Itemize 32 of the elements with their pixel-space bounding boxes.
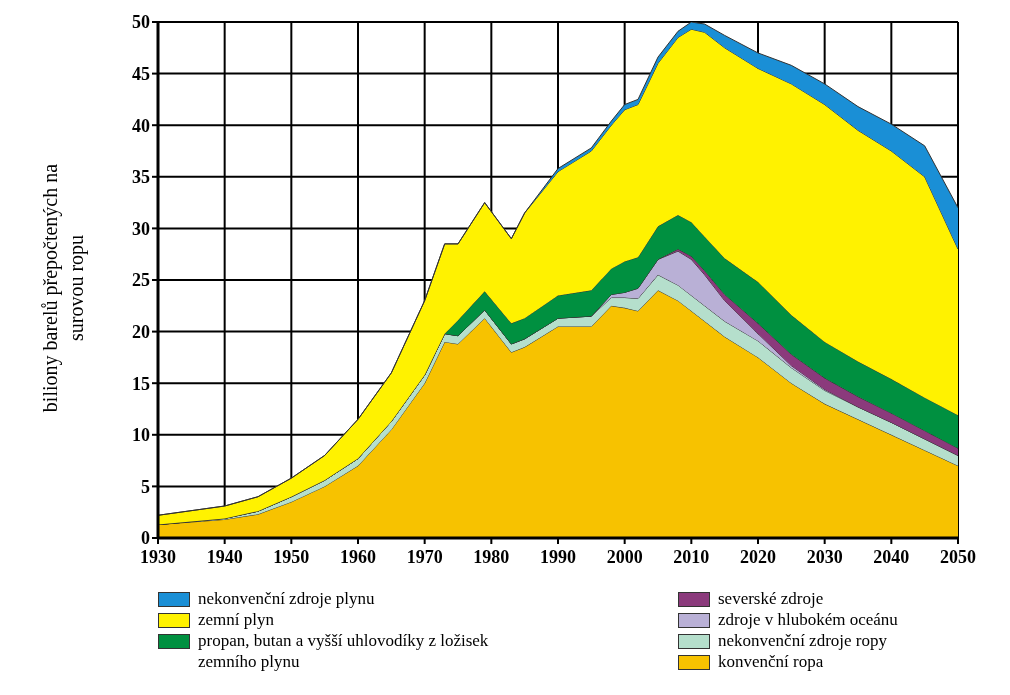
legend-label: nekonvenční zdroje ropy <box>718 630 888 651</box>
x-tick-label: 1990 <box>540 546 576 567</box>
y-tick-label: 25 <box>132 270 150 291</box>
x-tick-label: 2050 <box>940 546 976 567</box>
y-tick-label: 40 <box>132 115 150 136</box>
legend-label: nekonvenční zdroje plynu <box>198 588 376 609</box>
legend-label: konvenční ropa <box>718 651 825 672</box>
y-tick-label: 20 <box>132 321 150 342</box>
x-tick-label: 1970 <box>406 546 443 567</box>
y-tick-label: 5 <box>141 476 150 497</box>
y-tick-label: 30 <box>132 218 150 239</box>
y-axis-title: biliony barelů přepočtených na surovou ropu <box>38 162 89 415</box>
y-tick-label: 35 <box>132 167 150 188</box>
x-tick-label: 2020 <box>740 546 776 567</box>
x-tick-label: 2040 <box>873 546 910 567</box>
x-tick-label: 2000 <box>606 546 643 567</box>
y-tick-label: 50 <box>132 12 150 33</box>
legend-label: zdroje v hlubokém oceánu <box>718 609 899 630</box>
x-tick-label: 2030 <box>806 546 843 567</box>
x-tick-label: 2010 <box>673 546 710 567</box>
y-tick-label: 15 <box>132 373 150 394</box>
legend-label: zemní plyn <box>198 609 275 630</box>
legend-label: severské zdroje <box>718 588 825 609</box>
legend-label: propan, butan a vyšší uhlovodíky z ložisek zemního plynu <box>198 630 490 672</box>
y-tick-label: 0 <box>141 528 150 549</box>
x-tick-label: 1980 <box>473 546 510 567</box>
y-tick-label: 10 <box>132 425 150 446</box>
x-tick-label: 1960 <box>340 546 376 567</box>
y-tick-label: 45 <box>132 63 150 84</box>
x-tick-label: 1930 <box>140 546 176 567</box>
x-tick-label: 1940 <box>206 546 243 567</box>
x-tick-label: 1950 <box>273 546 310 567</box>
